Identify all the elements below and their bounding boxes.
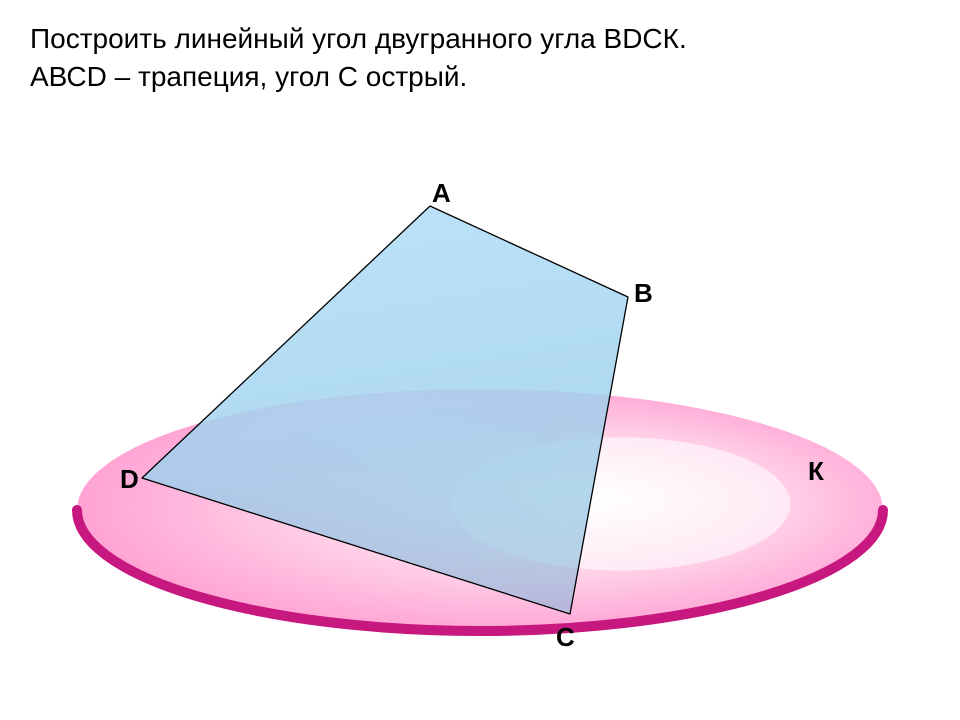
geometry-diagram <box>0 0 960 720</box>
vertex-label-A: А <box>432 178 451 209</box>
vertex-label-K: К <box>808 456 824 487</box>
vertex-label-B: В <box>634 278 653 309</box>
vertex-label-C: С <box>556 622 575 653</box>
vertex-label-D: D <box>120 464 139 495</box>
